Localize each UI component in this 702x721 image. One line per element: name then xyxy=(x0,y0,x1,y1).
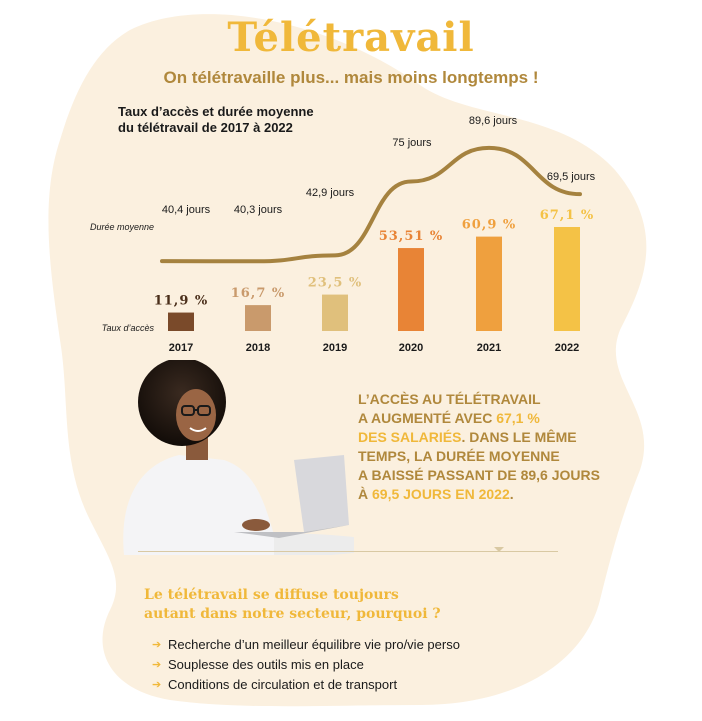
access-bar xyxy=(322,294,348,331)
reasons-list: ➔ Recherche d’un meilleur équilibre vie p… xyxy=(152,635,460,695)
chart-title: Taux d’accès et durée moyenne du télétra… xyxy=(118,104,358,136)
duration-label: 40,4 jours xyxy=(162,204,211,216)
duration-label: 75 jours xyxy=(392,137,432,149)
reason-label: Souplesse des outils mis en place xyxy=(168,657,364,672)
section-divider xyxy=(138,551,558,552)
access-bar-label: 60,9 % xyxy=(462,218,517,233)
duration-line xyxy=(160,145,582,264)
callout-line-6: À 69,5 JOURS EN 2022. xyxy=(358,485,628,504)
reason-label: Conditions de circulation et de transpor… xyxy=(168,677,398,692)
chart-title-line-2: du télétravail de 2017 à 2022 xyxy=(118,120,293,135)
access-bar xyxy=(476,236,502,331)
x-tick-label: 2017 xyxy=(169,342,193,354)
x-tick-label: 2020 xyxy=(399,342,423,354)
x-tick-label: 2019 xyxy=(323,342,347,354)
duration-label: 42,9 jours xyxy=(306,187,355,199)
glasses-icon xyxy=(181,405,211,416)
callout-highlight-days: 69,5 JOURS EN 2022 xyxy=(372,486,510,502)
x-tick-label: 2021 xyxy=(477,342,501,354)
shirt-shape xyxy=(123,455,274,555)
access-bar xyxy=(168,312,194,331)
access-bar-label: 67,1 % xyxy=(540,208,595,223)
callout-line-3b: . DANS LE MÊME xyxy=(461,429,577,445)
woman-laptop-illustration xyxy=(123,360,354,555)
page-title: Télétravail xyxy=(227,14,475,61)
chart-title-line-1: Taux d’accès et durée moyenne xyxy=(118,104,314,119)
duration-label: 89,6 jours xyxy=(469,115,518,127)
access-bar-label: 53,51 % xyxy=(379,229,444,244)
hand-shape xyxy=(242,519,270,531)
duration-label: 40,3 jours xyxy=(234,204,283,216)
x-tick-label: 2022 xyxy=(555,342,579,354)
access-bar xyxy=(398,248,424,331)
callout-line-4: TEMPS, LA DURÉE MOYENNE xyxy=(358,448,560,464)
callout-line-6c: . xyxy=(509,486,514,502)
arrow-bullet-icon: ➔ xyxy=(152,659,162,671)
page-subtitle: On télétravaille plus... mais moins long… xyxy=(163,68,539,87)
access-bar-label: 23,5 % xyxy=(308,276,363,291)
callout-line-6a: À xyxy=(358,486,372,502)
x-tick-label: 2018 xyxy=(246,342,270,354)
access-bar xyxy=(245,305,271,331)
reason-item: ➔ Conditions de circulation et de transpo… xyxy=(152,675,460,695)
arm-shape xyxy=(154,490,254,532)
reason-item: ➔ Recherche d’un meilleur équilibre vie p… xyxy=(152,635,460,655)
callout-line-1: L’ACCÈS AU TÉLÉTRAVAIL xyxy=(358,391,541,407)
divider-arrow-icon xyxy=(494,547,504,552)
access-duration-chart: 40,4 jours 40,3 jours 42,9 jours 75 jours 89… xyxy=(90,115,596,354)
reason-label: Recherche d’un meilleur équilibre vie pr… xyxy=(168,637,460,652)
callout-text: L’ACCÈS AU TÉLÉTRAVAIL A AUGMENTÉ AVEC 6… xyxy=(358,390,628,504)
duration-label: 69,5 jours xyxy=(547,171,596,183)
access-bar xyxy=(554,226,580,331)
callout-line-2: A AUGMENTÉ AVEC 67,1 % xyxy=(358,409,628,428)
smile-shape xyxy=(189,427,207,432)
callout-line-3: DES SALARIÉS. DANS LE MÊME xyxy=(358,428,628,447)
callout-line-2a: A AUGMENTÉ AVEC xyxy=(358,410,497,426)
access-bar-label: 11,9 % xyxy=(154,294,209,309)
laptop-screen xyxy=(294,455,349,532)
arrow-bullet-icon: ➔ xyxy=(152,639,162,651)
question-line-1: Le télétravail se diffuse toujours xyxy=(144,587,399,603)
access-series-label: Taux d’accès xyxy=(102,323,155,333)
access-bar-label: 16,7 % xyxy=(231,286,286,301)
arrow-bullet-icon: ➔ xyxy=(152,679,162,691)
callout-highlight-employees: DES SALARIÉS xyxy=(358,429,462,445)
reason-item: ➔ Souplesse des outils mis en place xyxy=(152,655,460,675)
callout-highlight-rate: 67,1 % xyxy=(496,410,540,426)
question-line-2: autant dans notre secteur, pourquoi ? xyxy=(144,606,441,622)
duration-series-label: Durée moyenne xyxy=(90,222,154,232)
laptop-base xyxy=(234,525,349,538)
question-heading: Le télétravail se diffuse toujours autan… xyxy=(144,586,564,624)
callout-line-5: A BAISSÉ PASSANT DE 89,6 JOURS xyxy=(358,467,600,483)
